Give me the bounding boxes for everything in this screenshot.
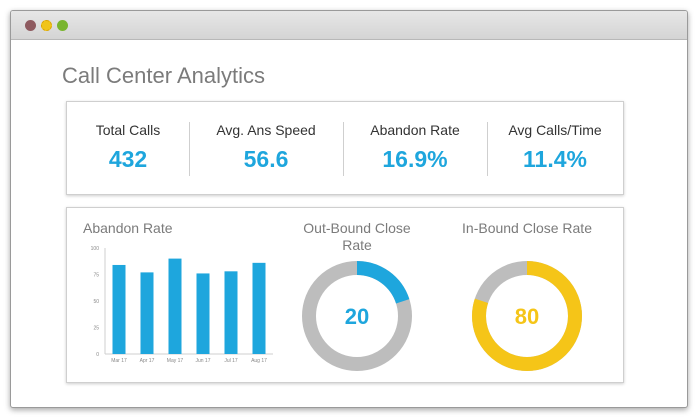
charts-card: Abandon Rate 0 25 50 75 100 Mar 17 Apr 17 May 1… xyxy=(66,207,624,383)
outbound-chart-title: Out-Bound Close Rate xyxy=(303,220,411,253)
y-tick-label: 0 xyxy=(96,352,99,358)
donut-center-label: 80 xyxy=(515,304,539,329)
abandon-rate-bar-chart: 0 25 50 75 100 Mar 17 Apr 17 May 17 Jun 17 Jul 17… xyxy=(91,246,273,364)
kpi-divider xyxy=(189,122,190,176)
y-tick-label: 25 xyxy=(93,326,99,332)
donut-center-label: 20 xyxy=(345,304,369,329)
x-tick-label: Mar 17 xyxy=(111,358,127,364)
kpi-value: 11.4% xyxy=(523,146,587,172)
bar xyxy=(168,258,182,354)
kpi-avg-calls-time: Avg Calls/Time 11.4% xyxy=(487,102,623,194)
window-close-button[interactable] xyxy=(25,20,36,31)
page-title: Call Center Analytics xyxy=(62,63,265,88)
outbound-close-rate-donut: 20 xyxy=(302,261,412,371)
kpi-value: 16.9% xyxy=(382,146,448,172)
kpi-divider xyxy=(487,122,488,176)
window-minimize-button[interactable] xyxy=(41,20,52,31)
app-window: Call Center Analytics Total Calls 432 Av… xyxy=(10,10,688,408)
x-tick-label: Jul 17 xyxy=(224,358,238,364)
kpi-label: Abandon Rate xyxy=(370,122,460,138)
x-tick-label: May 17 xyxy=(167,358,184,364)
y-tick-label: 75 xyxy=(93,273,99,279)
bar xyxy=(196,273,210,354)
inbound-chart-title: In-Bound Close Rate xyxy=(462,220,592,236)
kpi-divider xyxy=(343,122,344,176)
kpi-avg-ans-speed: Avg. Ans Speed 56.6 xyxy=(189,102,343,194)
x-tick-label: Aug 17 xyxy=(251,358,267,364)
bar xyxy=(140,272,154,354)
kpi-value: 56.6 xyxy=(243,146,289,172)
window-maximize-button[interactable] xyxy=(57,20,68,31)
x-tick-label: Jun 17 xyxy=(195,358,210,364)
kpi-value: 432 xyxy=(108,146,148,172)
bar-chart-title: Abandon Rate xyxy=(83,220,173,236)
kpi-label: Total Calls xyxy=(95,122,161,138)
bar xyxy=(224,271,238,354)
kpi-card: Total Calls 432 Avg. Ans Speed 56.6 Aban… xyxy=(66,101,624,195)
y-tick-label: 100 xyxy=(91,246,100,252)
donut-value-arc xyxy=(302,261,412,371)
window-titlebar xyxy=(11,11,687,40)
x-tick-label: Apr 17 xyxy=(140,358,155,364)
bar xyxy=(112,264,126,354)
kpi-label: Avg. Ans Speed xyxy=(216,122,316,138)
kpi-label: Avg Calls/Time xyxy=(508,122,602,138)
inbound-close-rate-donut: 80 xyxy=(472,261,582,371)
kpi-abandon-rate: Abandon Rate 16.9% xyxy=(343,102,487,194)
y-tick-label: 50 xyxy=(93,299,99,305)
kpi-total-calls: Total Calls 432 xyxy=(67,102,189,194)
donut-value-arc xyxy=(472,261,582,371)
bar xyxy=(252,262,266,354)
